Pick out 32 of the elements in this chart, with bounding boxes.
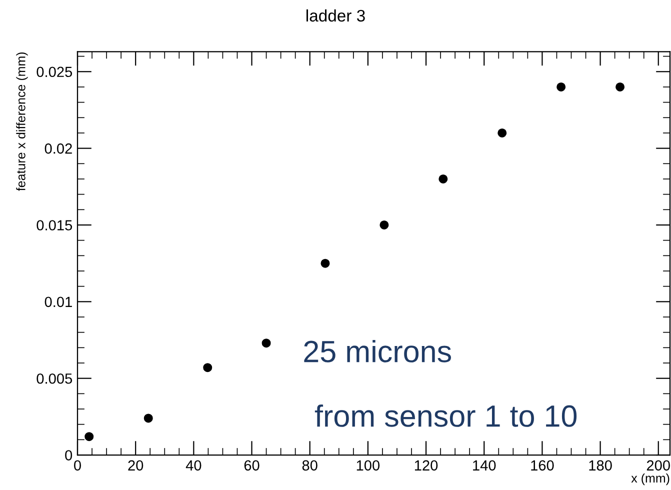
y-tick-label: 0 — [65, 450, 72, 460]
chart-title: ladder 3 — [306, 9, 365, 22]
x-tick-label: 80 — [302, 460, 318, 471]
x-axis-title: x (mm) — [631, 473, 670, 486]
point — [438, 174, 448, 184]
x-tick-label: 160 — [531, 460, 554, 471]
x-tick-label: 20 — [128, 460, 144, 471]
point — [616, 82, 625, 92]
x-tick-label: 60 — [244, 460, 260, 471]
point — [203, 363, 212, 372]
x-tick-label: 100 — [356, 460, 380, 471]
x-tick-label: 200 — [646, 460, 670, 471]
point — [144, 414, 153, 423]
y-axis-title: feature x difference (mm) — [16, 52, 28, 191]
point — [380, 220, 389, 230]
x-tick-label: 40 — [186, 460, 202, 471]
point — [320, 258, 330, 268]
x-tick-label: 140 — [473, 460, 496, 471]
point — [498, 128, 507, 138]
point — [84, 432, 94, 442]
point — [556, 82, 566, 92]
x-tick-label: 120 — [414, 460, 438, 471]
y-tick-label: 0.015 — [36, 220, 72, 230]
x-tick-label: 180 — [589, 460, 612, 471]
point — [262, 338, 271, 348]
annotation: 25 microns — [304, 340, 451, 362]
x-tick-label: 0 — [74, 460, 81, 471]
y-tick-label: 0.005 — [36, 373, 72, 384]
annotation: from sensor 1 to 10 — [314, 404, 577, 427]
y-tick-label: 0.02 — [44, 143, 72, 154]
y-tick-label: 0.01 — [44, 296, 72, 308]
y-tick-label: 0.025 — [36, 66, 72, 78]
